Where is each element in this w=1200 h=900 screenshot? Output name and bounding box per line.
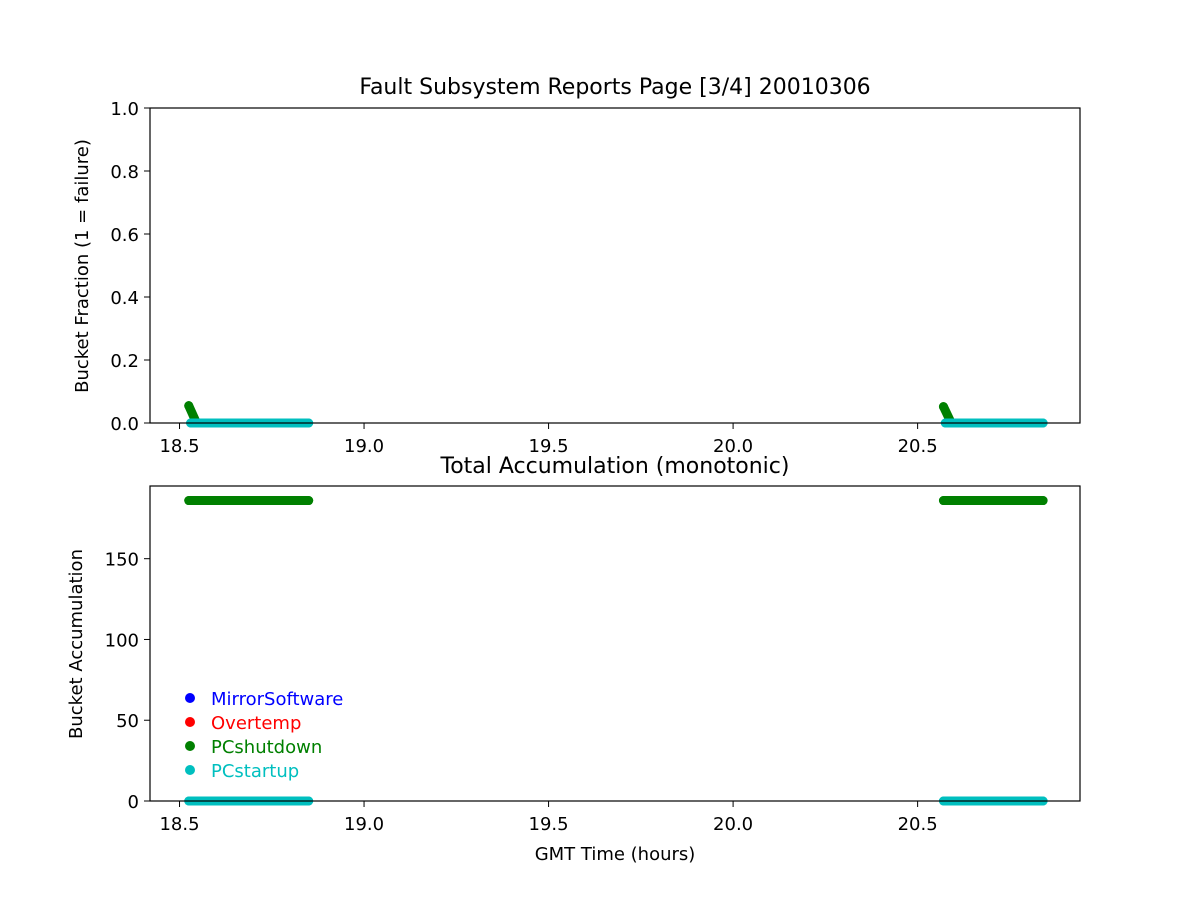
fraction-y-tick-label: 0.4 (110, 288, 139, 309)
fraction-x-tick-label: 20.0 (713, 436, 753, 457)
series-pcshutdown-point (1038, 496, 1048, 506)
legend-label: PCstartup (211, 761, 299, 782)
x-axis-label: GMT Time (hours) (535, 844, 696, 865)
accumulation-panel-title: Total Accumulation (monotonic) (440, 454, 790, 479)
accumulation-y-axis-label: Bucket Accumulation (66, 549, 87, 739)
fraction-x-tick-label: 19.5 (529, 436, 569, 457)
fraction-panel: Fault Subsystem Reports Page [3/4] 20010… (72, 75, 1081, 457)
series-pcshutdown-point (938, 496, 948, 506)
fraction-y-tick-label: 0.6 (110, 225, 139, 246)
accumulation-y-tick-label: 150 (105, 550, 139, 571)
accumulation-x-tick-label: 20.5 (898, 814, 938, 835)
legend-marker (185, 717, 195, 727)
fraction-x-tick-label: 19.0 (344, 436, 384, 457)
accumulation-plot-frame (149, 485, 1081, 802)
fraction-x-tick-label: 18.5 (159, 436, 199, 457)
series-pcshutdown-point (184, 401, 194, 411)
legend-marker (185, 741, 195, 751)
legend-item: MirrorSoftware (185, 689, 343, 710)
fraction-x-tick-label: 20.5 (898, 436, 938, 457)
legend: MirrorSoftware Overtemp PCshutdown PCsta… (185, 689, 343, 782)
accumulation-x-tick-label: 19.0 (344, 814, 384, 835)
accumulation-y-tick-label: 100 (105, 630, 139, 651)
accumulation-x-tick-label: 19.5 (529, 814, 569, 835)
fraction-y-tick-label: 1.0 (110, 99, 139, 120)
series-pcshutdown-point (938, 402, 948, 412)
fraction-y-tick-label: 0.0 (110, 414, 139, 435)
legend-marker (185, 693, 195, 703)
accumulation-x-tick-label: 20.0 (713, 814, 753, 835)
fraction-y-tick-label: 0.2 (110, 351, 139, 372)
legend-item: PCshutdown (185, 737, 322, 758)
legend-item: PCstartup (185, 761, 299, 782)
fraction-panel-title: Fault Subsystem Reports Page [3/4] 20010… (359, 75, 870, 100)
series-pcshutdown-point (184, 496, 194, 506)
accumulation-y-tick-label: 0 (128, 792, 139, 813)
accumulation-y-tick-label: 50 (116, 711, 139, 732)
accumulation-panel: Total Accumulation (monotonic) Bucket Ac… (66, 454, 1081, 865)
legend-label: Overtemp (211, 713, 301, 734)
accumulation-x-tick-label: 18.5 (159, 814, 199, 835)
fraction-plot-frame (149, 107, 1081, 424)
accumulation-ticks: 18.5 19.0 19.5 20.0 20.5 0 50 100 150 (105, 550, 938, 835)
fraction-ticks: 18.5 19.0 19.5 20.0 20.5 0.0 0.2 0.4 0.6 0.8 1.0 (110, 99, 937, 457)
fraction-y-axis-label: Bucket Fraction (1 = failure) (72, 139, 93, 393)
series-pcshutdown-point (304, 496, 314, 506)
legend-item: Overtemp (185, 713, 301, 734)
legend-marker (185, 765, 195, 775)
legend-label: PCshutdown (211, 737, 322, 758)
fraction-y-tick-label: 0.8 (110, 162, 139, 183)
legend-label: MirrorSoftware (211, 689, 343, 710)
